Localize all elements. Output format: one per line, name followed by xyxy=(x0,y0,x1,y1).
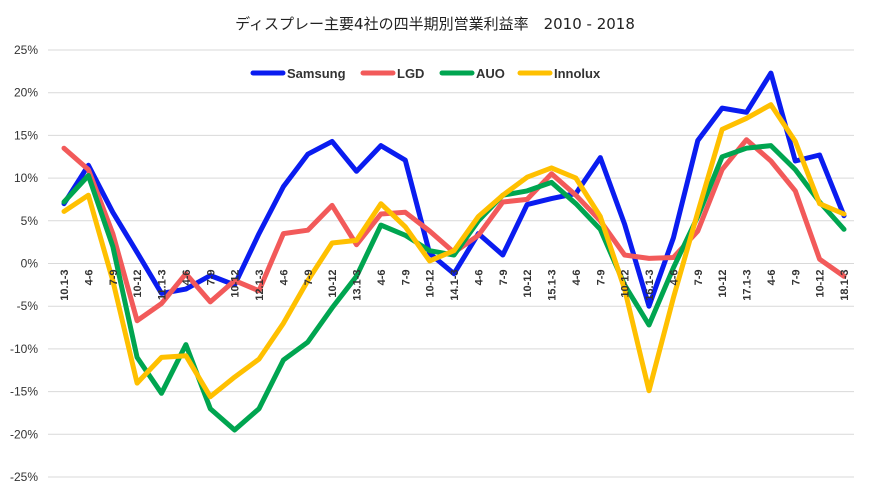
x-tick-label: 7-9 xyxy=(205,270,217,286)
x-tick-label: 4-6 xyxy=(376,270,388,286)
x-tick-label: 7-9 xyxy=(108,270,120,286)
x-tick-label: 7-9 xyxy=(303,270,315,286)
x-tick-label: 4-6 xyxy=(571,270,583,286)
x-tick-label: 4-6 xyxy=(181,270,193,286)
legend-label: LGD xyxy=(397,66,424,81)
y-tick-label: -15% xyxy=(10,385,38,399)
x-tick-label: 7-9 xyxy=(400,270,412,286)
x-tick-label: 4-6 xyxy=(278,270,290,286)
x-tick-label: 7-9 xyxy=(595,270,607,286)
y-tick-label: -25% xyxy=(10,470,38,484)
x-tick-label: 7-9 xyxy=(498,270,510,286)
x-tick-label: 7-9 xyxy=(693,270,705,286)
x-tick-label: 7-9 xyxy=(790,270,802,286)
y-tick-label: 25% xyxy=(14,43,38,57)
x-tick-label: 4-6 xyxy=(668,270,680,286)
x-tick-label: 10-12 xyxy=(815,270,827,298)
x-tick-label: 17.1-3 xyxy=(742,270,754,301)
x-tick-label: 4-6 xyxy=(83,270,95,286)
legend-label: Samsung xyxy=(287,66,346,81)
x-tick-label: 10-12 xyxy=(425,270,437,298)
series-lines xyxy=(61,70,847,433)
legend-label: AUO xyxy=(476,66,505,81)
y-tick-label: 15% xyxy=(14,128,38,142)
legend: Samsung LGD AUO Innolux xyxy=(250,66,601,81)
x-tick-label: 11.1-3 xyxy=(157,270,169,301)
y-axis-ticks: -25% -20% -15% -10% -5% 0% 5% 10% 15% 20% 25% xyxy=(10,43,38,484)
x-tick-label: 12.1-3 xyxy=(254,270,266,301)
x-axis-ticks: 10.1-3 4-6 7-9 10-12 11.1-3 4-6 7-9 10-12 12.1-3… xyxy=(59,270,851,301)
x-tick-label: 10-12 xyxy=(717,270,729,298)
y-tick-label: 20% xyxy=(14,86,38,100)
y-tick-label: -10% xyxy=(10,342,38,356)
y-tick-label: -20% xyxy=(10,427,38,441)
x-tick-label: 14.1-3 xyxy=(449,270,461,301)
y-tick-label: 10% xyxy=(14,171,38,185)
x-tick-label: 18.1-3 xyxy=(839,270,851,301)
x-tick-label: 10-12 xyxy=(522,270,534,298)
x-tick-label: 10-12 xyxy=(230,270,242,298)
x-tick-label: 10-12 xyxy=(327,270,339,298)
x-tick-label: 4-6 xyxy=(766,270,778,286)
x-tick-label: 13.1-3 xyxy=(352,270,364,301)
x-tick-label: 15.1-3 xyxy=(547,270,559,301)
series-line-innolux xyxy=(61,102,847,400)
y-tick-label: 0% xyxy=(21,257,39,271)
x-tick-label: 4-6 xyxy=(473,270,485,286)
x-tick-label: 16.1-3 xyxy=(644,270,656,301)
x-tick-label: 10-12 xyxy=(132,270,144,298)
x-tick-label: 10.1-3 xyxy=(59,270,71,301)
y-tick-label: -5% xyxy=(17,299,39,313)
x-tick-label: 10-12 xyxy=(620,270,632,298)
legend-label: Innolux xyxy=(554,66,601,81)
chart-title: ディスプレー主要4社の四半期別営業利益率 2010 - 2018 xyxy=(235,15,635,33)
gridlines xyxy=(48,49,854,478)
y-tick-label: 5% xyxy=(21,214,39,228)
